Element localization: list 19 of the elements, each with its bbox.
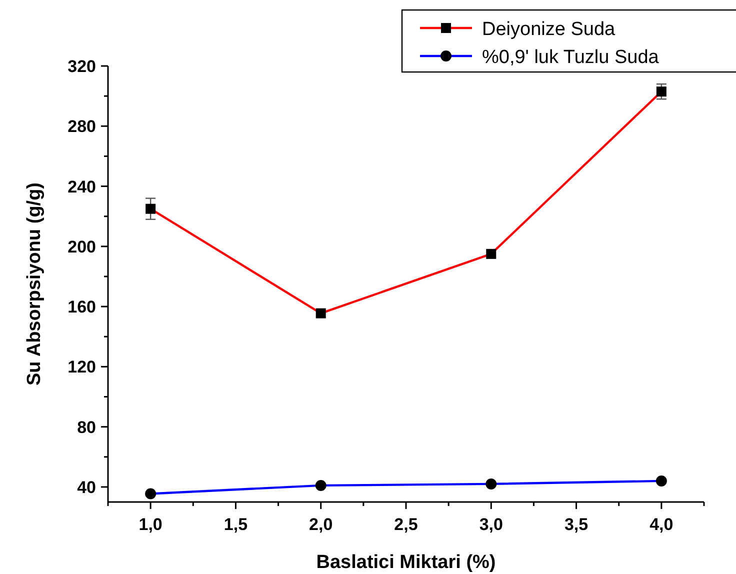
- x-tick-label: 3,5: [564, 515, 588, 534]
- x-tick-label: 4,0: [650, 515, 674, 534]
- x-tick-label: 1,5: [224, 515, 248, 534]
- y-tick-label: 200: [68, 237, 96, 256]
- y-tick-label: 40: [77, 478, 96, 497]
- y-axis-title: Su Absorpsiyonu (g/g): [24, 182, 45, 386]
- x-tick-label: 2,5: [394, 515, 418, 534]
- y-tick-label: 240: [68, 177, 96, 196]
- y-tick-label: 320: [68, 57, 96, 76]
- x-tick-label: 2,0: [309, 515, 333, 534]
- x-tick-label: 1,0: [138, 515, 162, 534]
- legend-label: %0,9' luk Tuzlu Suda: [482, 47, 660, 68]
- y-tick-label: 280: [68, 117, 96, 136]
- y-tick-label: 80: [77, 418, 96, 437]
- y-tick-label: 120: [68, 358, 96, 377]
- legend-label: Deiyonize Suda: [482, 19, 616, 40]
- x-tick-label: 3,0: [479, 515, 503, 534]
- x-axis-title: Baslatici Miktari (%): [316, 552, 496, 573]
- y-tick-label: 160: [68, 298, 96, 317]
